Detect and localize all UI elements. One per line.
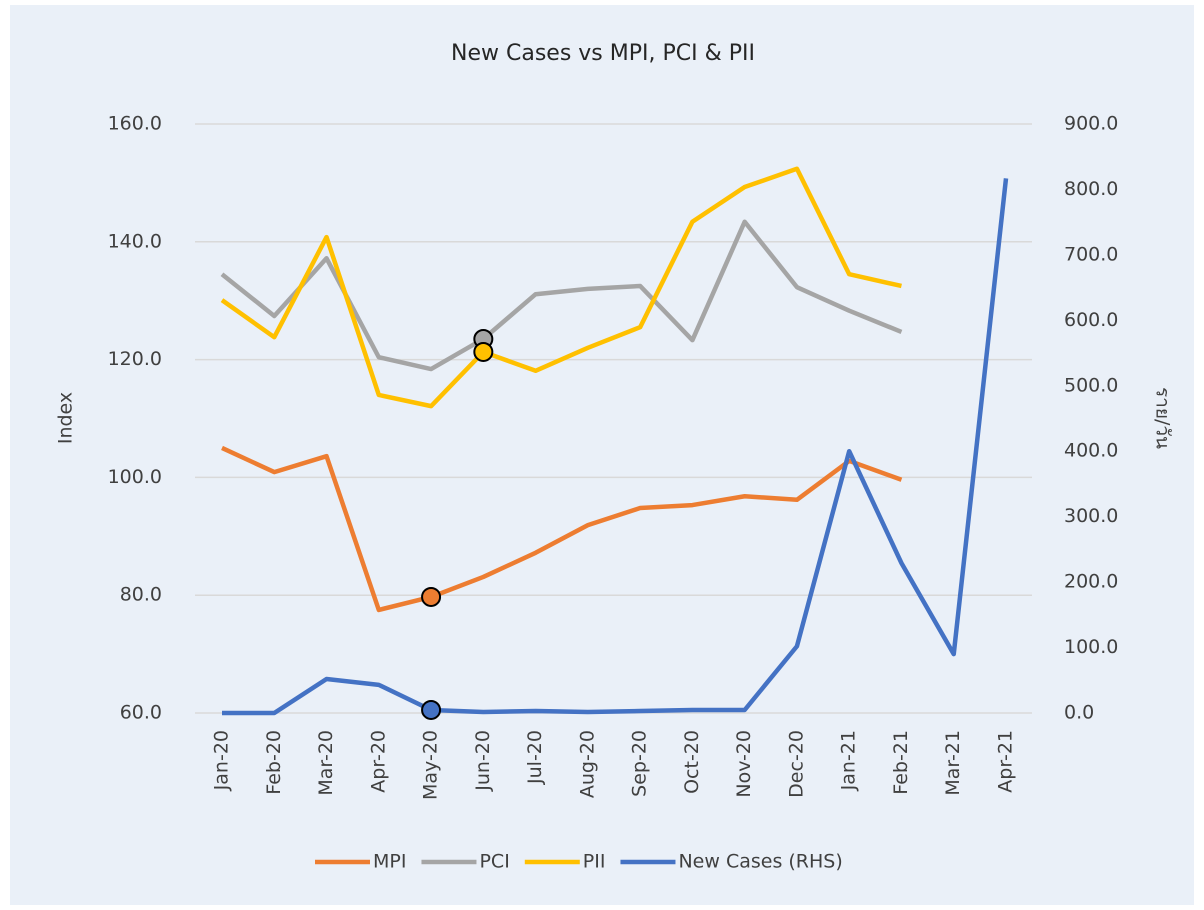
highlight-marker bbox=[421, 586, 442, 607]
legend-label: New Cases (RHS) bbox=[678, 851, 842, 873]
x-tick-label: Feb-20 bbox=[263, 730, 285, 795]
series-line bbox=[221, 445, 903, 613]
x-tick-label: Mar-20 bbox=[315, 730, 337, 796]
x-tick-label: Sep-20 bbox=[629, 730, 651, 797]
y2-tick-label: 100.0 bbox=[1064, 636, 1118, 658]
highlight-marker bbox=[421, 699, 442, 720]
y-tick-label: 160.0 bbox=[108, 113, 162, 135]
y2-tick-label: 300.0 bbox=[1064, 505, 1118, 527]
y2-tick-label: 800.0 bbox=[1064, 178, 1118, 200]
x-tick-label: Mar-21 bbox=[942, 730, 964, 796]
legend-label: PII bbox=[583, 851, 606, 873]
x-tick-label: Dec-20 bbox=[785, 730, 807, 798]
x-tick-label: Apr-20 bbox=[367, 730, 389, 793]
x-tick-label: Aug-20 bbox=[576, 730, 598, 798]
y2-axis-label: ราย/วัน bbox=[1152, 387, 1174, 449]
y2-tick-label: 0.0 bbox=[1064, 702, 1094, 724]
x-tick-label: Apr-21 bbox=[995, 730, 1017, 793]
x-tick-label: Nov-20 bbox=[733, 730, 755, 798]
y2-tick-label: 400.0 bbox=[1064, 440, 1118, 462]
legend-label: PCI bbox=[479, 851, 509, 873]
chart-background bbox=[10, 5, 1194, 905]
x-tick-label: Feb-21 bbox=[890, 730, 912, 795]
y-tick-label: 140.0 bbox=[108, 230, 162, 252]
x-tick-label: Oct-20 bbox=[681, 730, 703, 794]
series-line bbox=[220, 166, 902, 409]
y2-tick-label: 500.0 bbox=[1064, 374, 1118, 396]
x-tick-label: Jan-21 bbox=[838, 730, 860, 791]
x-tick-label: Jul-20 bbox=[524, 730, 546, 785]
y-axis-label: Index bbox=[55, 392, 77, 444]
chart-title: New Cases vs MPI, PCI & PII bbox=[451, 41, 755, 66]
series-line bbox=[222, 178, 1009, 716]
y-tick-label: 120.0 bbox=[108, 348, 162, 370]
y-tick-label: 80.0 bbox=[120, 584, 162, 606]
legend-label: MPI bbox=[373, 851, 406, 873]
y-tick-label: 100.0 bbox=[108, 466, 162, 488]
x-tick-label: Jan-20 bbox=[211, 730, 233, 791]
series-line bbox=[220, 219, 903, 372]
y2-tick-label: 900.0 bbox=[1064, 113, 1118, 135]
y2-tick-label: 200.0 bbox=[1064, 571, 1118, 593]
y-tick-label: 60.0 bbox=[120, 702, 162, 724]
highlight-marker bbox=[473, 341, 494, 362]
y2-tick-label: 700.0 bbox=[1064, 243, 1118, 265]
x-tick-label: May-20 bbox=[420, 730, 442, 800]
y2-tick-label: 600.0 bbox=[1064, 309, 1118, 331]
x-tick-label: Jun-20 bbox=[472, 730, 494, 792]
